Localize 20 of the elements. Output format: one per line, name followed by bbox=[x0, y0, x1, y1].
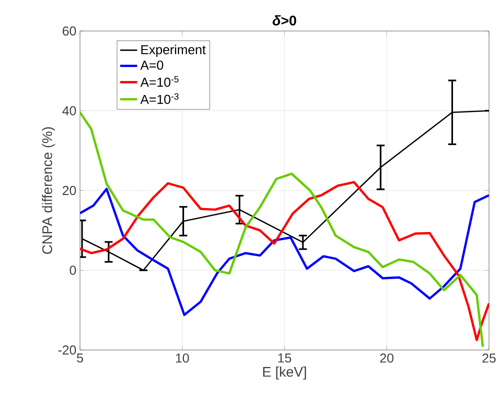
legend-label: A=10$^{-5}$ bbox=[140, 76, 179, 87]
legend-label: Experiment bbox=[141, 44, 206, 57]
legend-label: A=0 bbox=[140, 60, 164, 70]
line-series bbox=[80, 111, 484, 348]
y-tick-label: 60 bbox=[62, 26, 76, 36]
x-tick-label: 25 bbox=[482, 354, 496, 363]
x-tick-label: 5 bbox=[76, 354, 84, 363]
y-tick-label: 0 bbox=[70, 266, 76, 275]
legend-label: A=10$^{-3}$ bbox=[140, 93, 179, 104]
y-tick-label: 40 bbox=[62, 106, 76, 116]
y-axis-title: CNPA difference (%) bbox=[42, 127, 55, 254]
y-tick-label: -20 bbox=[58, 345, 76, 355]
line-series bbox=[80, 188, 490, 316]
x-tick-label: 10 bbox=[176, 354, 189, 363]
line-series bbox=[80, 180, 490, 342]
chart-title: δ>0 bbox=[272, 15, 296, 26]
x-tick-label: 20 bbox=[380, 354, 394, 363]
x-tick-label: 15 bbox=[278, 354, 292, 363]
x-axis-title: E [keV] bbox=[263, 366, 306, 380]
y-tick-label: 20 bbox=[62, 186, 76, 196]
